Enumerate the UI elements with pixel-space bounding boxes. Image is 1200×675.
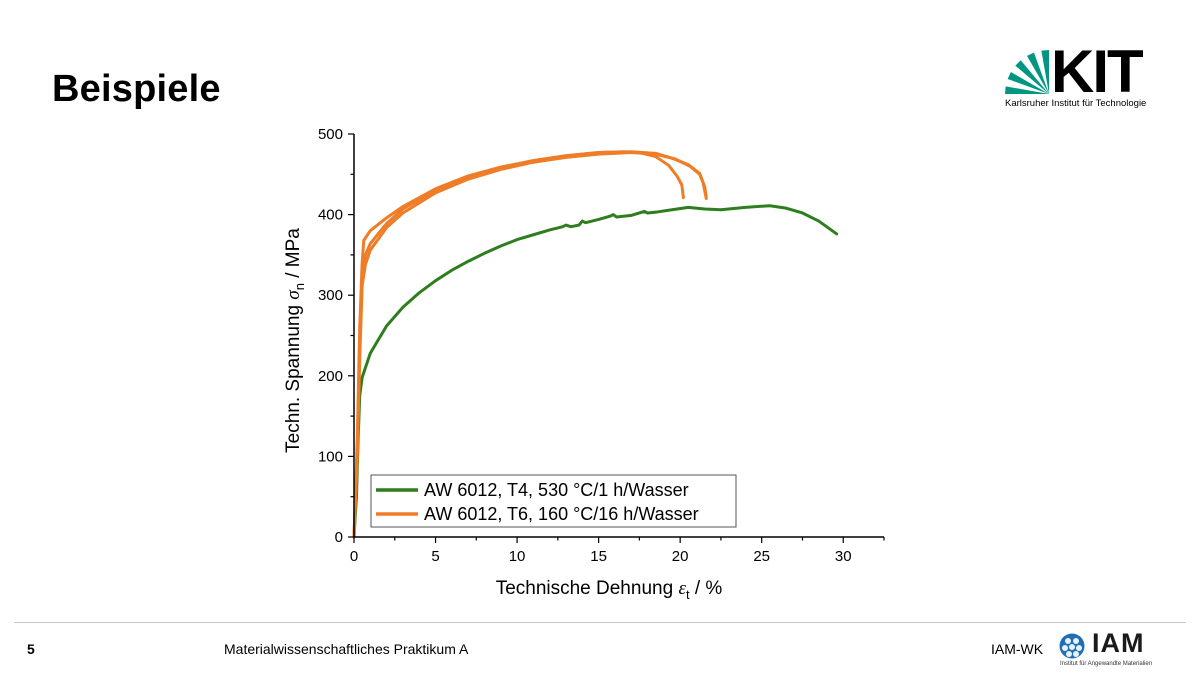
footer-department: IAM-WK: [991, 641, 1044, 657]
legend-box: [370, 474, 737, 528]
legend-label: AW 6012, T4, 530 °C/1 h/Wasser: [424, 480, 689, 500]
x-tick-label: 25: [753, 548, 770, 565]
iam-logo-subtitle: Institut für Angewandte Materialien: [1060, 661, 1153, 667]
kit-logo-ray: [1005, 86, 1049, 94]
y-tick-label: 300: [318, 287, 343, 304]
kit-logo-ray: [1027, 52, 1049, 94]
legend: AW 6012, T4, 530 °C/1 h/Wasser AW 6012, T…: [370, 474, 737, 528]
y-tick-label: 400: [318, 207, 343, 224]
kit-logo-ray: [1007, 72, 1049, 94]
y-axis-label: Techn. Spannung σn / MPa: [283, 228, 307, 453]
svg-text:KIT: KIT: [1051, 40, 1143, 96]
plot-curves: [352, 150, 839, 539]
x-tick-label: 10: [509, 548, 526, 565]
footer-divider: [14, 622, 1186, 623]
x-tick-label: 5: [431, 548, 439, 565]
iam-globe-icon: [1059, 633, 1085, 659]
legend-label: AW 6012, T6, 160 °C/16 h/Wasser: [424, 504, 699, 524]
kit-logo-graphic: KIT: [1005, 38, 1145, 105]
kit-logo-ray: [1041, 50, 1049, 94]
axes: [348, 133, 885, 543]
kit-logo-subtitle: Karlsruher Institut für Technologie: [1005, 98, 1147, 109]
iam-logo-text: IAM: [1092, 628, 1145, 658]
x-tick-label: 15: [590, 548, 607, 565]
kit-logo: KIT Karlsruher Institut für Technologie: [1003, 38, 1153, 112]
y-tick-label: 100: [318, 448, 343, 465]
page-title: Beispiele: [52, 68, 221, 110]
series-1-curve-2: [352, 151, 708, 539]
x-axis-label: Technische Dehnung εt / %: [496, 578, 723, 602]
x-tick-label: 0: [350, 548, 358, 565]
y-tick-label: 500: [318, 126, 343, 143]
page-number: 5: [27, 641, 35, 657]
series-0-curve-0: [352, 204, 839, 539]
iam-logo: IAM Institut für Angewandte Materialien: [1058, 628, 1154, 672]
y-tick-label: 200: [318, 368, 343, 385]
x-tick-label: 20: [672, 548, 689, 565]
y-tick-label: 0: [335, 529, 343, 546]
footer-course-title: Materialwissenschaftliches Praktikum A: [224, 641, 469, 657]
x-tick-label: 30: [835, 548, 852, 565]
kit-logo-ray: [1015, 60, 1049, 94]
